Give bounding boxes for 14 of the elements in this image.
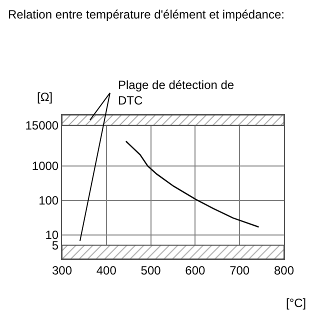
x-tick-label: 600 bbox=[185, 263, 206, 278]
x-tick-label: 700 bbox=[230, 263, 250, 278]
y-axis-title: [Ω] bbox=[37, 90, 53, 104]
x-axis-title: [°C] bbox=[286, 296, 306, 310]
y-tick-label: 15000 bbox=[25, 118, 59, 133]
y-tick-label: 100 bbox=[38, 194, 59, 208]
x-tick-label: 800 bbox=[274, 263, 294, 278]
x-tick-label: 300 bbox=[52, 263, 72, 278]
line-series bbox=[125, 140, 260, 228]
x-tick-label: 400 bbox=[96, 263, 117, 278]
chart-title: Relation entre température d'élément et impédance: bbox=[8, 7, 284, 22]
y-tick-label: 1000 bbox=[32, 159, 59, 174]
band-label: Plage de détection de DTC bbox=[118, 78, 234, 108]
x-tick-label: 500 bbox=[140, 263, 162, 278]
